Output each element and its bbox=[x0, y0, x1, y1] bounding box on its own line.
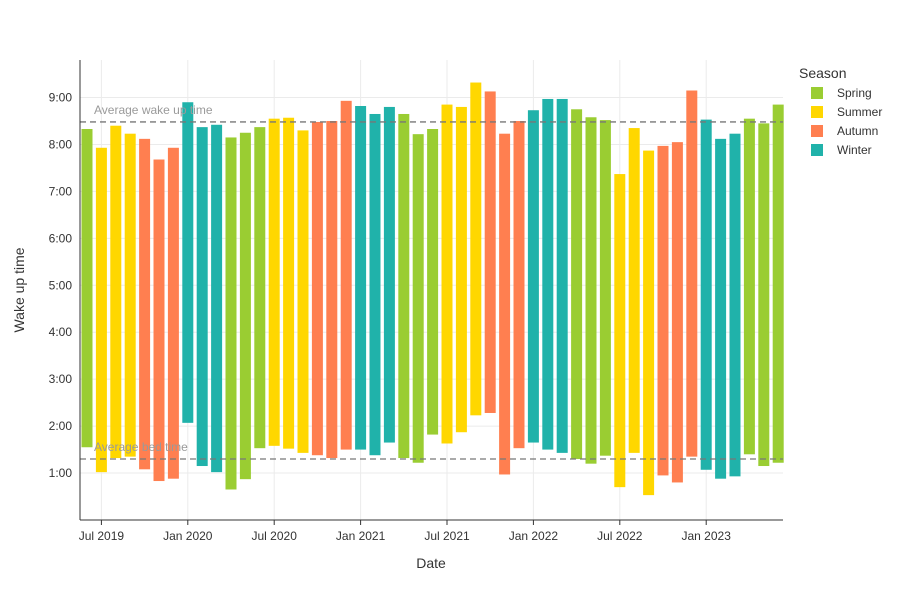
bar-winter-2020-03[interactable] bbox=[211, 124, 223, 473]
bar-winter-2022-03[interactable] bbox=[556, 98, 568, 453]
bar-winter-2023-01[interactable] bbox=[700, 119, 712, 470]
bars-layer bbox=[81, 82, 784, 496]
bar-spring-2022-06[interactable] bbox=[599, 120, 611, 456]
legend-label: Spring bbox=[837, 86, 872, 100]
y-tick-label: 6:00 bbox=[49, 231, 73, 245]
bar-summer-2022-08[interactable] bbox=[628, 128, 640, 453]
bar-autumn-2022-10[interactable] bbox=[657, 145, 669, 476]
tick-labels: 1:00 2:00 3:00 4:00 5:00 6:00 7:00 8:00 9:00 Jul … bbox=[49, 91, 732, 543]
reference-line-label-0: Average wake up time bbox=[94, 103, 213, 117]
bar-spring-2020-06[interactable] bbox=[254, 127, 266, 449]
bar-autumn-2020-10[interactable] bbox=[311, 121, 323, 456]
legend-swatch bbox=[811, 106, 823, 118]
bar-spring-2021-04[interactable] bbox=[398, 113, 410, 459]
x-axis-title: Date bbox=[416, 555, 446, 571]
bar-summer-2021-07[interactable] bbox=[441, 104, 453, 444]
bar-autumn-2019-10[interactable] bbox=[139, 138, 151, 470]
x-tick-label: Jul 2021 bbox=[424, 529, 470, 543]
legend-label: Winter bbox=[837, 143, 872, 157]
bar-winter-2021-02[interactable] bbox=[369, 113, 381, 456]
y-tick-label: 2:00 bbox=[49, 419, 73, 433]
bar-autumn-2022-12[interactable] bbox=[686, 90, 698, 457]
bar-spring-2023-05[interactable] bbox=[758, 123, 770, 467]
bar-summer-2019-09[interactable] bbox=[124, 133, 136, 457]
bar-winter-2022-02[interactable] bbox=[542, 98, 554, 450]
bar-summer-2021-09[interactable] bbox=[470, 82, 482, 416]
bar-summer-2019-07[interactable] bbox=[95, 147, 107, 473]
bar-autumn-2021-10[interactable] bbox=[484, 91, 496, 413]
x-tick-label: Jan 2022 bbox=[509, 529, 559, 543]
bar-summer-2020-07[interactable] bbox=[268, 118, 280, 446]
bar-winter-2020-01[interactable] bbox=[182, 102, 194, 423]
legend-item-autumn[interactable]: Autumn bbox=[811, 124, 878, 138]
y-tick-label: 5:00 bbox=[49, 278, 73, 292]
x-tick-label: Jan 2020 bbox=[163, 529, 213, 543]
bar-spring-2021-05[interactable] bbox=[412, 134, 424, 463]
bar-winter-2021-01[interactable] bbox=[355, 106, 367, 450]
bar-winter-2021-03[interactable] bbox=[383, 106, 395, 443]
legend-title: Season bbox=[799, 65, 846, 81]
reference-lines: Average wake up time Average bed time bbox=[80, 103, 783, 460]
x-tick-label: Jan 2023 bbox=[682, 529, 732, 543]
legend-item-summer[interactable]: Summer bbox=[811, 105, 882, 119]
bar-summer-2022-09[interactable] bbox=[643, 150, 655, 496]
bar-autumn-2020-11[interactable] bbox=[326, 121, 338, 459]
bar-winter-2023-03[interactable] bbox=[729, 133, 741, 477]
bar-spring-2022-04[interactable] bbox=[571, 109, 583, 459]
bar-spring-2020-04[interactable] bbox=[225, 137, 237, 490]
bar-summer-2022-07[interactable] bbox=[614, 174, 626, 488]
bar-spring-2020-05[interactable] bbox=[239, 132, 251, 480]
y-tick-label: 7:00 bbox=[49, 184, 73, 198]
x-tick-label: Jul 2020 bbox=[252, 529, 298, 543]
bar-summer-2021-08[interactable] bbox=[455, 106, 467, 433]
bar-summer-2019-08[interactable] bbox=[110, 125, 122, 459]
bar-spring-2021-06[interactable] bbox=[427, 129, 439, 435]
legend-swatch bbox=[811, 144, 823, 156]
bar-autumn-2019-11[interactable] bbox=[153, 159, 165, 482]
bar-summer-2020-08[interactable] bbox=[283, 117, 295, 449]
y-axis-title: Wake up time bbox=[11, 247, 27, 332]
reference-line-label-1: Average bed time bbox=[94, 440, 188, 454]
axes bbox=[79, 60, 783, 525]
bar-winter-2023-02[interactable] bbox=[715, 138, 727, 479]
legend-label: Autumn bbox=[837, 124, 878, 138]
y-tick-label: 1:00 bbox=[49, 466, 73, 480]
legend-swatch bbox=[811, 87, 823, 99]
bar-autumn-2019-12[interactable] bbox=[167, 147, 179, 479]
y-tick-label: 3:00 bbox=[49, 372, 73, 386]
bar-autumn-2021-12[interactable] bbox=[513, 121, 525, 449]
x-tick-label: Jul 2022 bbox=[597, 529, 643, 543]
bar-spring-2022-05[interactable] bbox=[585, 117, 597, 464]
y-tick-label: 8:00 bbox=[49, 137, 73, 151]
bar-spring-2023-06[interactable] bbox=[772, 104, 784, 463]
bar-autumn-2020-12[interactable] bbox=[340, 100, 352, 450]
bar-spring-2023-04[interactable] bbox=[743, 118, 755, 455]
bar-spring-2019-06[interactable] bbox=[81, 129, 93, 448]
legend: Season Spring Summer Autumn Winter bbox=[799, 65, 882, 157]
bar-autumn-2021-11[interactable] bbox=[499, 133, 511, 475]
bar-autumn-2022-11[interactable] bbox=[671, 142, 683, 483]
bar-winter-2022-01[interactable] bbox=[527, 110, 539, 443]
legend-label: Summer bbox=[837, 105, 882, 119]
y-tick-label: 9:00 bbox=[49, 91, 73, 105]
bar-winter-2020-02[interactable] bbox=[196, 127, 208, 467]
legend-swatch bbox=[811, 125, 823, 137]
legend-item-winter[interactable]: Winter bbox=[811, 143, 872, 157]
y-tick-label: 4:00 bbox=[49, 325, 73, 339]
x-tick-label: Jan 2021 bbox=[336, 529, 386, 543]
bar-summer-2020-09[interactable] bbox=[297, 130, 309, 453]
legend-item-spring[interactable]: Spring bbox=[811, 86, 872, 100]
x-tick-label: Jul 2019 bbox=[79, 529, 125, 543]
